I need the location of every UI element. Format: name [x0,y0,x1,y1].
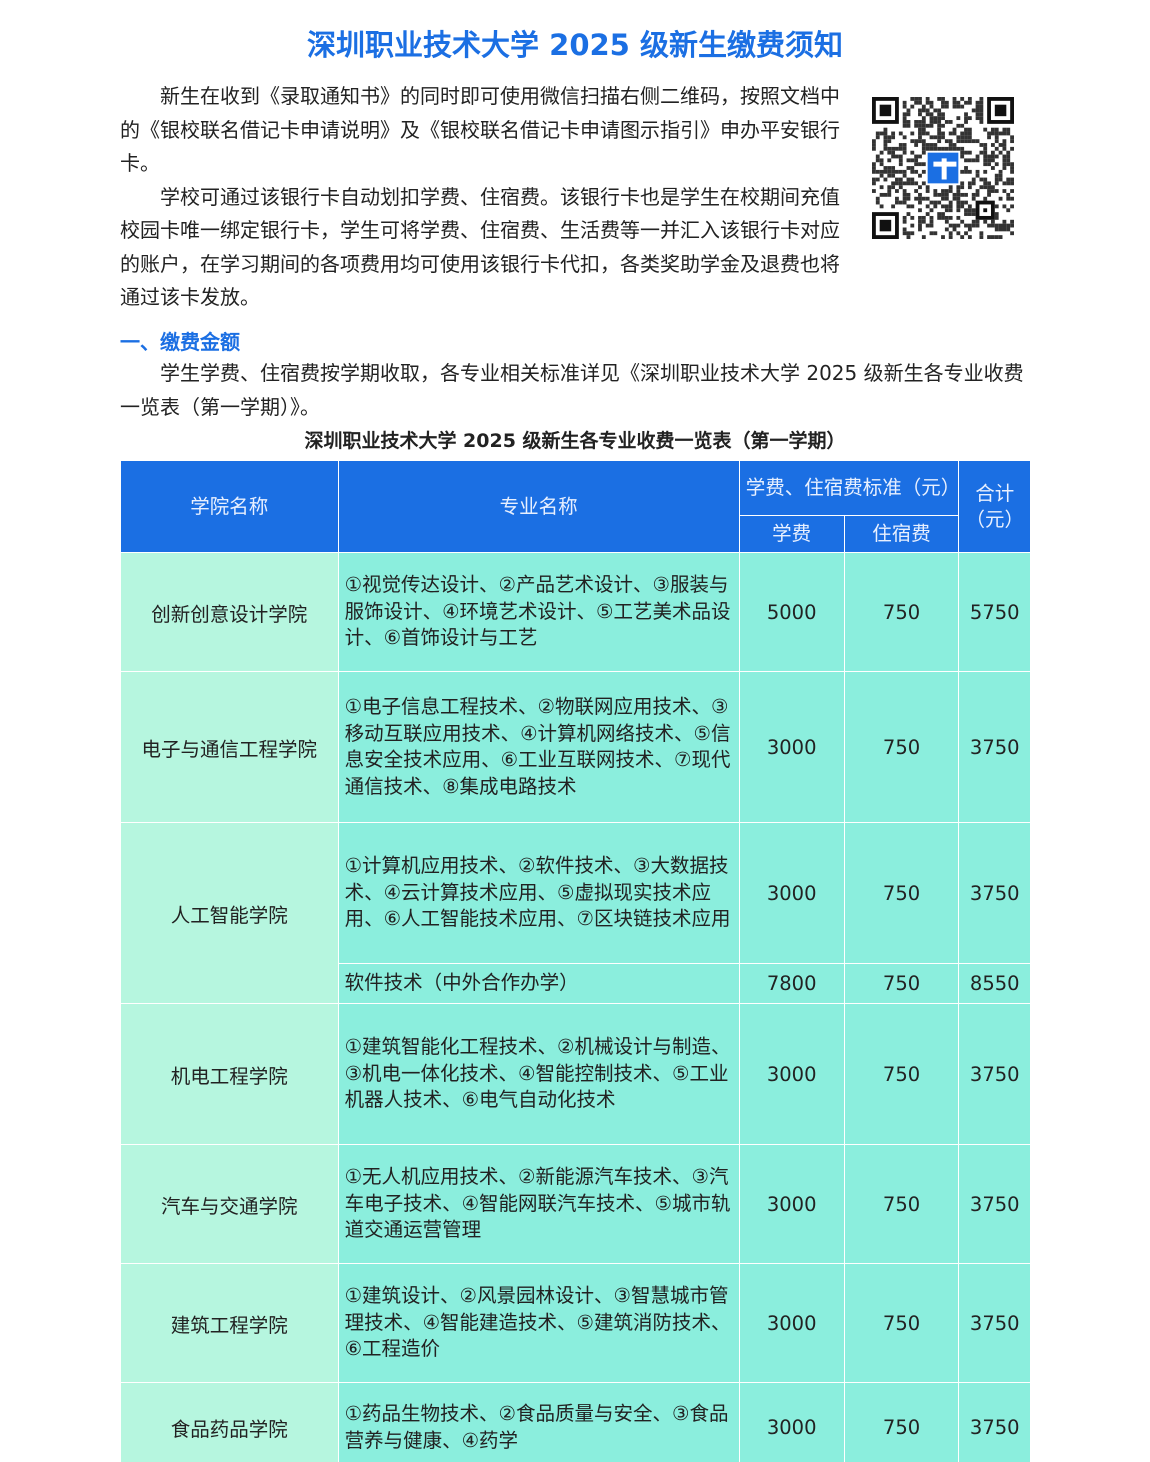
fee-table: 学院名称 专业名称 学费、住宿费标准（元） 合计（元） 学费 住宿费 创新创意设… [120,460,1031,1462]
tuition-cell: 3000 [738,671,845,823]
dorm-cell: 750 [843,963,960,1004]
major-cell: ①计算机应用技术、②软件技术、③大数据技术、④云计算技术应用、⑤虚拟现实技术应用… [337,822,740,964]
total-cell: 5750 [958,552,1031,672]
tuition-cell: 7800 [738,963,845,1004]
tuition-cell: 3000 [738,1263,845,1383]
dorm-cell: 750 [843,552,960,672]
major-cell: ①建筑智能化工程技术、②机械设计与制造、③机电一体化技术、④智能控制技术、⑤工业… [337,1003,740,1145]
table-row: 人工智能学院 ①计算机应用技术、②软件技术、③大数据技术、④云计算技术应用、⑤虚拟… [120,822,1031,1004]
total-cell: 3750 [958,1263,1031,1383]
intro: 新生在收到《录取通知书》的同时即可使用微信扫描右侧二维码，按照文档中的《银校联名… [120,80,855,315]
tuition-cell: 3000 [738,1003,845,1145]
table-row: 机电工程学院 ①建筑智能化工程技术、②机械设计与制造、③机电一体化技术、④智能控制… [120,1003,1031,1145]
header-tuition: 学费 [738,515,845,553]
table-row: 汽车与交通学院 ①无人机应用技术、②新能源汽车技术、③汽车电子技术、④智能网联汽车… [120,1144,1031,1264]
intro-paragraph: 学校可通过该银行卡自动划扣学费、住宿费。该银行卡也是学生在校期间充值校园卡唯一绑… [120,184,840,310]
total-cell: 3750 [958,1144,1031,1264]
table-row: 电子与通信工程学院 ①电子信息工程技术、②物联网应用技术、③移动互联应用技术、④计… [120,671,1031,823]
section-heading: 一、缴费金额 [120,330,240,354]
intro-paragraph: 新生在收到《录取通知书》的同时即可使用微信扫描右侧二维码，按照文档中的《银校联名… [120,84,840,175]
tuition-cell: 3000 [738,822,845,964]
table-title: 深圳职业技术大学 2025 级新生各专业收费一览表（第一学期） [304,430,846,452]
total-cell: 8550 [958,963,1031,1004]
major-cell: 软件技术（中外合作办学） [337,963,740,1004]
header-college: 学院名称 [120,460,339,553]
header-major: 专业名称 [337,460,740,553]
college-cell: 汽车与交通学院 [120,1144,339,1264]
major-cell: ①建筑设计、②风景园林设计、③智慧城市管理技术、④智能建造技术、⑤建筑消防技术、… [337,1263,740,1383]
qr-code[interactable] [872,97,1014,239]
dorm-cell: 750 [843,1382,960,1462]
dorm-cell: 750 [843,822,960,964]
header-standard: 学费、住宿费标准（元） [738,460,960,516]
tuition-cell: 3000 [738,1382,845,1462]
dorm-cell: 750 [843,1263,960,1383]
college-cell: 机电工程学院 [120,1003,339,1145]
page-title: 深圳职业技术大学 2025 级新生缴费须知 [307,28,843,62]
major-cell: ①电子信息工程技术、②物联网应用技术、③移动互联应用技术、④计算机网络技术、⑤信… [337,671,740,823]
college-cell: 食品药品学院 [120,1382,339,1462]
tuition-cell: 3000 [738,1144,845,1264]
major-cell: ①视觉传达设计、②产品艺术设计、③服装与服饰设计、④环境艺术设计、⑤工艺美术品设… [337,552,740,672]
college-cell: 电子与通信工程学院 [120,671,339,823]
major-cell: ①药品生物技术、②食品质量与安全、③食品营养与健康、④药学 [337,1382,740,1462]
tuition-cell: 5000 [738,552,845,672]
table-row: 创新创意设计学院 ①视觉传达设计、②产品艺术设计、③服装与服饰设计、④环境艺术设计… [120,552,1031,672]
header-dorm: 住宿费 [843,515,960,553]
total-cell: 3750 [958,671,1031,823]
total-cell: 3750 [958,822,1031,964]
dorm-cell: 750 [843,671,960,823]
college-cell: 人工智能学院 [120,822,339,1004]
dorm-cell: 750 [843,1144,960,1264]
section-text: 学生学费、住宿费按学期收取，各专业相关标准详见《深圳职业技术大学 2025 级新… [120,361,1024,419]
total-cell: 3750 [958,1003,1031,1145]
total-cell: 3750 [958,1382,1031,1462]
table-row: 建筑工程学院 ①建筑设计、②风景园林设计、③智慧城市管理技术、④智能建造技术、⑤建… [120,1263,1031,1383]
table-row: 软件技术（中外合作办学） 7800 750 8550 [121,963,1031,1004]
college-cell: 建筑工程学院 [120,1263,339,1383]
dorm-cell: 750 [843,1003,960,1145]
college-cell: 创新创意设计学院 [120,552,339,672]
table-row: 食品药品学院 ①药品生物技术、②食品质量与安全、③食品营养与健康、④药学 3000 7… [120,1382,1031,1462]
major-cell: ①无人机应用技术、②新能源汽车技术、③汽车电子技术、④智能网联汽车技术、⑤城市轨… [337,1144,740,1264]
header-total: 合计（元） [958,460,1031,553]
